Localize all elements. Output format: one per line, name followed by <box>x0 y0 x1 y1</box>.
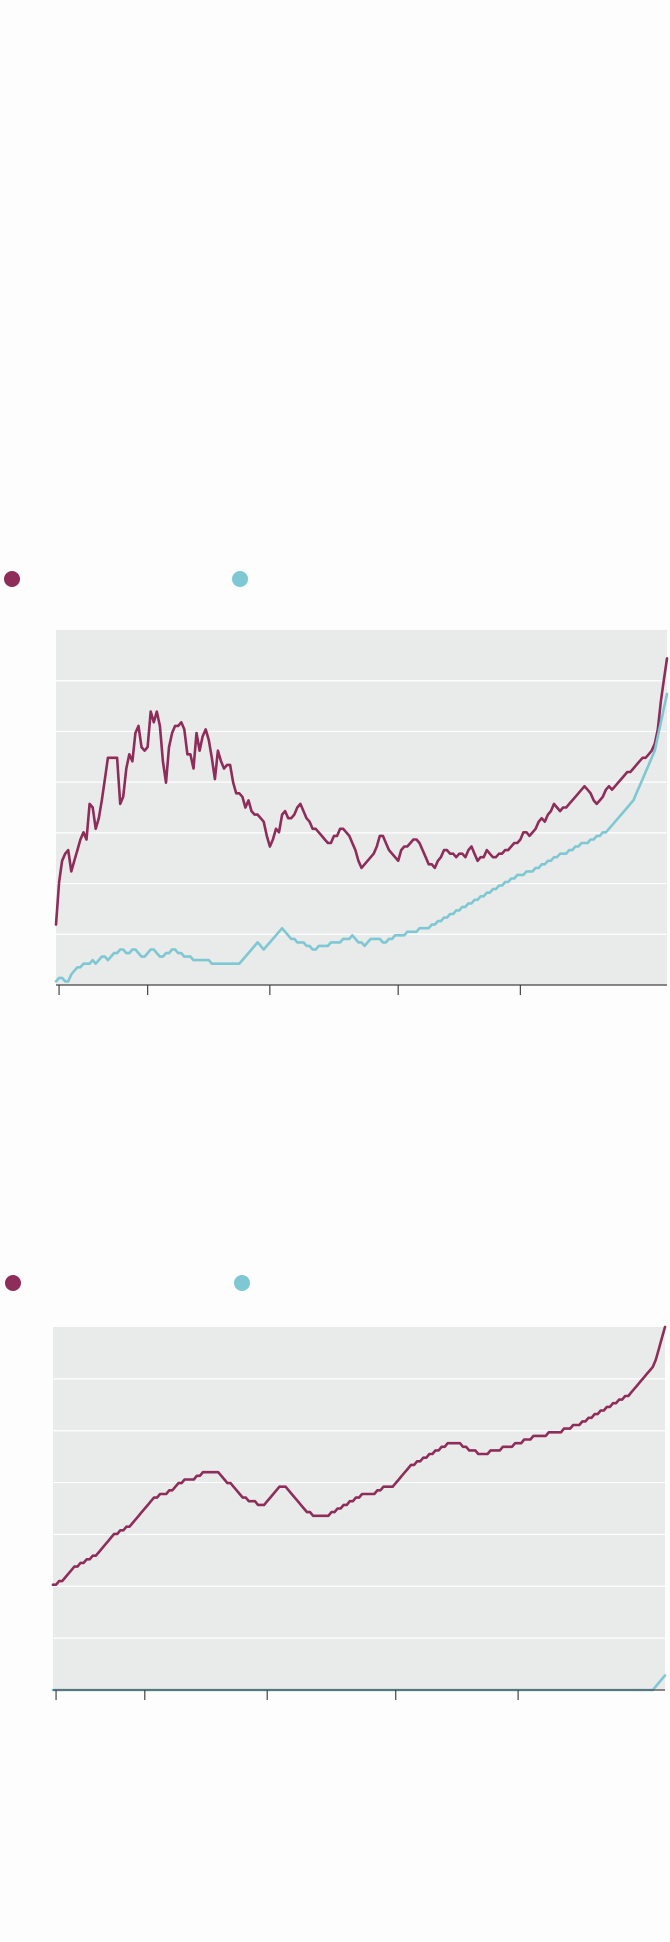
legend-swatch-series-1 <box>4 571 20 587</box>
line-chart-1 <box>54 630 669 995</box>
plot-area <box>53 1327 665 1690</box>
series-line-2 <box>54 692 669 983</box>
series-line-1 <box>54 657 669 926</box>
legend <box>0 564 670 594</box>
chart-panel-1 <box>0 564 670 995</box>
chart-panel-2 <box>0 1000 670 1800</box>
legend <box>0 1268 670 1298</box>
legend-swatch-series-2 <box>232 571 248 587</box>
legend-swatch-series-1 <box>5 1275 21 1291</box>
series-line-1 <box>51 1325 667 1587</box>
line-chart-2 <box>51 1325 667 1700</box>
legend-swatch-series-2 <box>234 1275 250 1291</box>
plot-area <box>56 630 667 985</box>
